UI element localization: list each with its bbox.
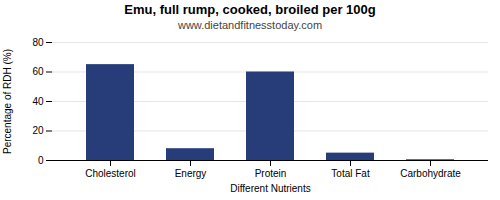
- svg-text:Carbohydrate: Carbohydrate: [400, 168, 461, 179]
- html-text:www.dietandfitnesstoday.com: www.dietandfitnesstoday.com: [178, 19, 322, 31]
- svg-text:Energy: Energy: [175, 168, 207, 179]
- svg-text:80: 80: [32, 37, 44, 48]
- svg-text:Total Fat: Total Fat: [331, 168, 370, 179]
- html-text:Emu, full rump, cooked, broile: Emu, full rump, cooked, broiled per 100g: [124, 2, 376, 17]
- svg-text:Cholesterol: Cholesterol: [85, 168, 136, 179]
- svg-text:20: 20: [32, 125, 44, 136]
- svg-text:60: 60: [32, 66, 44, 77]
- svg-text:0: 0: [38, 155, 44, 166]
- svg-text:Different Nutrients: Different Nutrients: [230, 183, 310, 194]
- svg-text:Protein: Protein: [255, 168, 287, 179]
- svg-text:40: 40: [32, 96, 44, 107]
- svg-text:Percentage of RDH (%): Percentage of RDH (%): [2, 49, 13, 154]
